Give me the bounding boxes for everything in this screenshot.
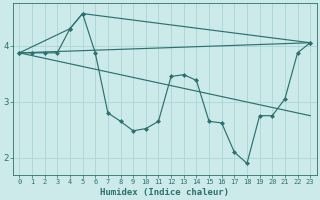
X-axis label: Humidex (Indice chaleur): Humidex (Indice chaleur) bbox=[100, 188, 229, 197]
